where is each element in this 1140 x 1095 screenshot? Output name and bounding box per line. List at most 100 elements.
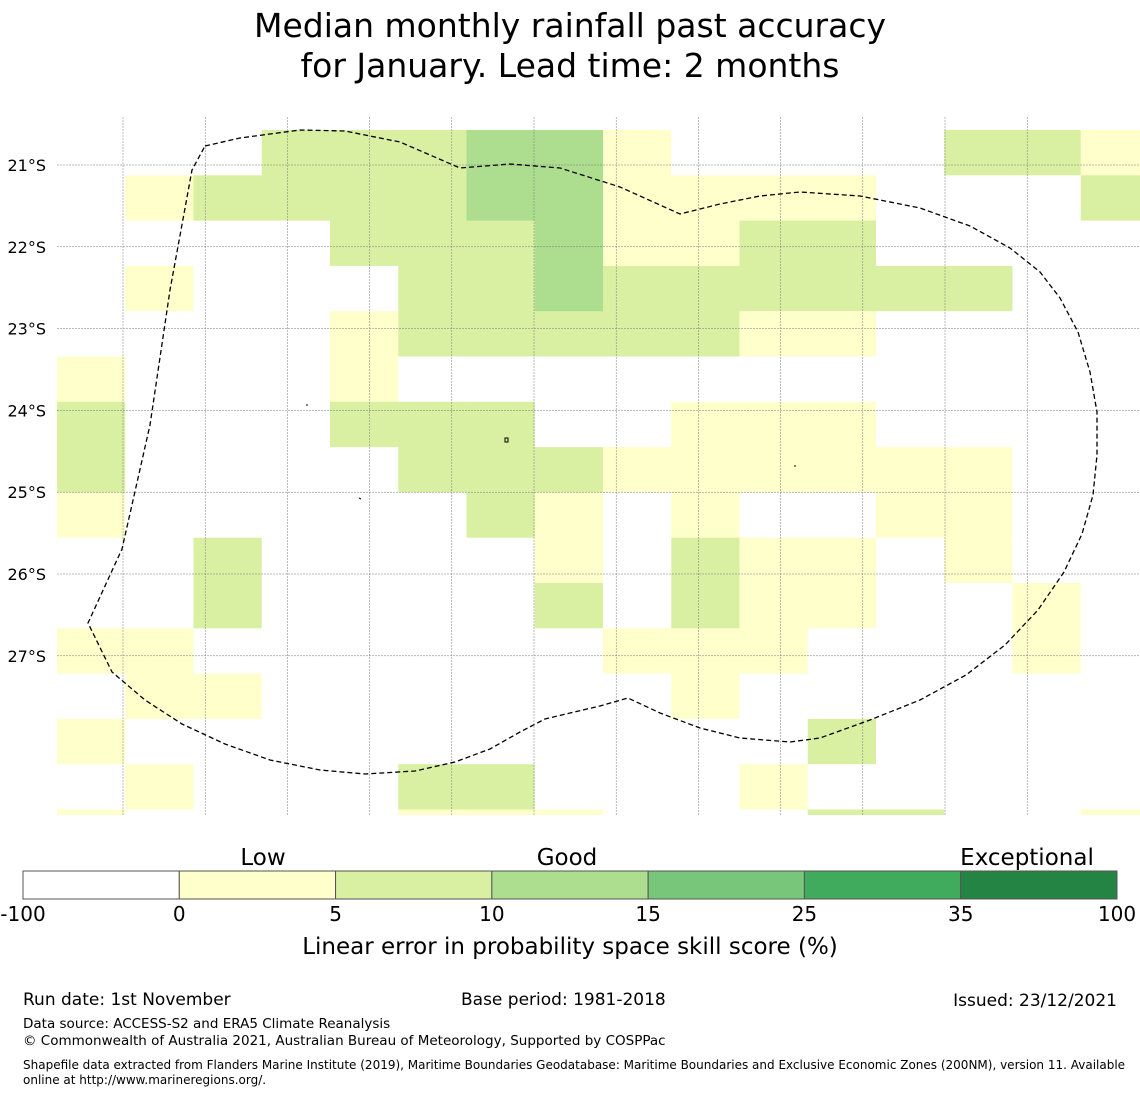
grid-cell xyxy=(57,311,126,358)
grid-cell xyxy=(944,583,1014,629)
grid-cell xyxy=(398,809,468,815)
grid-cell xyxy=(1012,175,1082,222)
grid-cell xyxy=(1080,809,1140,815)
grid-cell xyxy=(944,311,1014,358)
grid-cell xyxy=(671,130,741,176)
grid-cell xyxy=(534,492,604,539)
grid-cell xyxy=(534,311,604,358)
grid-cell xyxy=(603,401,672,448)
grid-cell xyxy=(671,718,741,765)
grid-cell xyxy=(876,718,945,765)
grid-cell xyxy=(876,673,945,720)
grid-cell xyxy=(944,537,1014,584)
grid-cell xyxy=(944,718,1014,765)
colorbar-tick-label: 10 xyxy=(479,902,504,926)
grid-cell xyxy=(534,809,604,815)
grid-cell xyxy=(57,673,126,720)
data-source: Data source: ACCESS-S2 and ERA5 Climate … xyxy=(23,1016,391,1032)
colorbar-category-label: Exceptional xyxy=(960,845,1094,871)
grid-cell xyxy=(261,311,331,358)
grid-cell xyxy=(1012,764,1082,811)
grid-cell xyxy=(261,447,331,493)
grid-cell xyxy=(807,356,877,403)
grid-cell xyxy=(671,809,741,815)
colorbar-category-labels: Low Good Exceptional xyxy=(240,845,1093,871)
latitude-label: 24°S xyxy=(7,401,46,420)
grid-cell xyxy=(398,583,468,629)
grid-cell xyxy=(125,265,195,312)
grid-cell xyxy=(57,492,126,539)
grid-cell xyxy=(57,175,126,222)
grid-cell xyxy=(944,130,1014,176)
chart-title-line-2: for January. Lead time: 2 months xyxy=(300,46,840,85)
grid-cell xyxy=(671,175,741,222)
colorbar-box xyxy=(178,870,337,900)
grid-cell xyxy=(261,764,331,811)
grid-cell xyxy=(876,764,945,811)
grid-cell xyxy=(671,447,741,493)
grid-cell xyxy=(876,628,945,675)
grid-cell xyxy=(125,583,195,629)
grid-cell xyxy=(603,492,672,539)
grid-cell xyxy=(603,809,672,815)
grid-cell xyxy=(398,492,468,539)
grid-cell xyxy=(193,311,263,358)
grid-cell xyxy=(603,356,672,403)
grid-cell xyxy=(534,583,604,629)
grid-cell xyxy=(261,265,331,312)
grid-cell xyxy=(193,537,263,584)
grid-cell xyxy=(261,673,331,720)
grid-cell xyxy=(671,492,741,539)
grid-cell xyxy=(876,175,945,222)
grid-cell xyxy=(739,356,809,403)
eez-boundary xyxy=(87,129,1098,775)
grid-cell xyxy=(125,401,195,448)
grid-cell xyxy=(1080,447,1140,493)
grid-cell xyxy=(330,130,399,176)
colorbar: Low Good Exceptional -100 0 5 10 15 25 35 100 Lin… xyxy=(0,845,1136,960)
grid-cell xyxy=(398,220,468,267)
grid-cell xyxy=(1012,628,1082,675)
grid-cell xyxy=(330,718,399,765)
grid-cell xyxy=(603,265,672,312)
grid-cell xyxy=(398,265,468,312)
grid-cell xyxy=(261,175,331,222)
grid-cell xyxy=(1012,537,1082,584)
grid-cell xyxy=(398,447,468,493)
grid-cell xyxy=(807,265,877,312)
grid-cell xyxy=(1012,356,1082,403)
grid-cell xyxy=(57,220,126,267)
grid-cell xyxy=(1080,356,1140,403)
grid-cell xyxy=(739,628,809,675)
grid-cell xyxy=(534,130,604,176)
grid-cell xyxy=(466,764,536,811)
grid-cell xyxy=(466,537,536,584)
grid-cell xyxy=(330,764,399,811)
grid-cell xyxy=(193,130,263,176)
colorbar-tick-label: 25 xyxy=(792,902,817,926)
grid-cell xyxy=(534,356,604,403)
grid-cell xyxy=(57,583,126,629)
grid-cell xyxy=(876,583,945,629)
colorbar-tick-label: 35 xyxy=(948,902,973,926)
grid-cell xyxy=(671,537,741,584)
grid-cell xyxy=(807,130,877,176)
grid-cell xyxy=(671,220,741,267)
grid-cell xyxy=(534,220,604,267)
grid-cell xyxy=(1012,220,1082,267)
grid-cell xyxy=(1080,265,1140,312)
grid-cell xyxy=(1080,673,1140,720)
grid-cell xyxy=(193,492,263,539)
grid-cell xyxy=(261,718,331,765)
grid-cell xyxy=(330,537,399,584)
grid-cell xyxy=(57,764,126,811)
grid-cell xyxy=(330,356,399,403)
grid-cell xyxy=(193,583,263,629)
grid-cell xyxy=(534,265,604,312)
graticule-lines xyxy=(57,117,1140,815)
grid-cell xyxy=(261,401,331,448)
grid-cell xyxy=(534,175,604,222)
island-mark xyxy=(306,404,796,500)
grid-cell xyxy=(1080,628,1140,675)
grid-cell xyxy=(466,130,536,176)
